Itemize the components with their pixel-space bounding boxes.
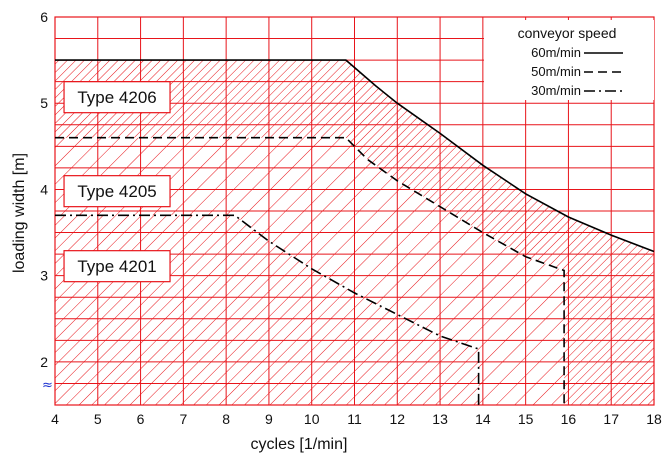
region-label-box xyxy=(63,175,171,208)
x-tick-label: 12 xyxy=(389,411,405,427)
series-line-type-4205 xyxy=(55,136,565,405)
region-label-box xyxy=(63,81,171,114)
x-tick-label: 8 xyxy=(222,411,230,427)
region-label-type-4201: Type 4201 xyxy=(77,257,156,276)
axis-break-symbol: ≈ xyxy=(42,378,53,393)
y-tick-label: 5 xyxy=(40,95,48,111)
x-tick-label: 6 xyxy=(137,411,145,427)
y-tick-label: 6 xyxy=(40,9,48,25)
series-line-type-4206 xyxy=(55,59,655,253)
legend-label: 30m/min xyxy=(531,83,581,98)
x-tick-label: 11 xyxy=(347,411,362,427)
x-tick-label: 15 xyxy=(518,411,534,427)
region-label-type-4205: Type 4205 xyxy=(77,182,156,201)
y-tick-label: 2 xyxy=(40,354,48,370)
region-label-type-4206: Type 4206 xyxy=(77,88,156,107)
x-axis-tick-labels: 4 5 6 7 8 9 10 11 12 13 14 15 16 17 18 xyxy=(51,411,662,427)
curves xyxy=(55,59,655,405)
x-tick-label: 4 xyxy=(51,411,59,427)
region-label-box xyxy=(63,250,171,283)
y-axis-title: loading width [m] xyxy=(11,153,28,273)
legend-label: 60m/min xyxy=(531,45,581,60)
region-4205 xyxy=(55,137,565,405)
series-line-type-4201 xyxy=(55,214,480,405)
x-tick-label: 16 xyxy=(561,411,577,427)
x-tick-label: 10 xyxy=(304,411,320,427)
x-tick-label: 7 xyxy=(179,411,187,427)
x-tick-label: 18 xyxy=(646,411,662,427)
region-labels: Type 4206 Type 4205 Type 4201 xyxy=(63,81,171,283)
x-tick-label: 9 xyxy=(265,411,273,427)
x-tick-label: 13 xyxy=(432,411,448,427)
x-tick-label: 5 xyxy=(94,411,102,427)
x-tick-label: 17 xyxy=(603,411,619,427)
x-axis-title: cycles [1/min] xyxy=(251,436,348,453)
y-axis-tick-labels: 2 3 4 5 6 xyxy=(40,9,48,370)
legend-title: conveyor speed xyxy=(518,25,617,41)
legend: conveyor speed 60m/min 50m/min 30m/min xyxy=(484,20,654,100)
y-tick-label: 4 xyxy=(40,181,48,197)
plot-frame xyxy=(54,16,655,406)
legend-box xyxy=(484,20,654,100)
legend-entries: 60m/min 50m/min 30m/min xyxy=(531,45,623,98)
x-tick-label: 14 xyxy=(475,411,491,427)
y-tick-label: 3 xyxy=(40,268,48,284)
legend-label: 50m/min xyxy=(531,64,581,79)
